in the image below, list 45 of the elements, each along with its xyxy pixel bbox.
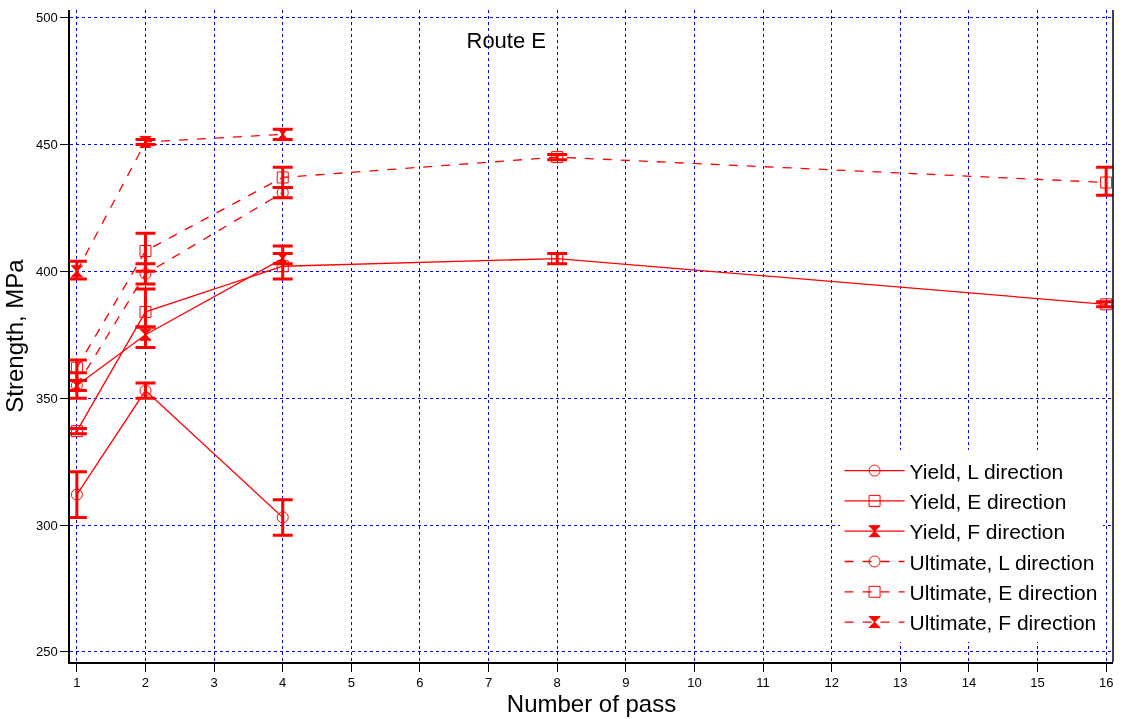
- y-tick-label: 400: [35, 263, 58, 279]
- text: Route E: [466, 27, 546, 53]
- legend-label: Yield, F direction: [909, 520, 1066, 544]
- point: [139, 328, 152, 341]
- x-tick-label: 2: [141, 675, 150, 691]
- point: [70, 265, 83, 278]
- x-tick-label: 10: [687, 675, 702, 691]
- x-tick-label: 9: [622, 675, 630, 691]
- x-tick-label: 13: [893, 675, 908, 691]
- point: [1100, 298, 1113, 311]
- legend-label: Ultimate, E direction: [909, 580, 1098, 604]
- point: [70, 488, 83, 501]
- point: [1100, 176, 1113, 189]
- point: [139, 305, 152, 318]
- y-tick-label: 300: [35, 517, 58, 533]
- x-tick-label: 16: [1098, 675, 1114, 691]
- point: [551, 151, 564, 164]
- legend-label: Yield, E direction: [909, 490, 1067, 514]
- point: [70, 425, 83, 438]
- x-tick-label: 1: [73, 675, 81, 691]
- legend-label: Ultimate, F direction: [909, 611, 1097, 635]
- y-tick-label: 350: [35, 390, 58, 406]
- x-tick-label: 11: [756, 675, 770, 691]
- legend-label: Yield, L direction: [909, 459, 1064, 483]
- y-tick-label: 500: [35, 10, 58, 26]
- x-tick-label: 5: [347, 675, 355, 691]
- point: [139, 245, 152, 258]
- point: [139, 267, 152, 280]
- y-tick-label: 250: [35, 644, 58, 660]
- x-tick-label: 15: [1030, 675, 1045, 691]
- x-tick-label: 4: [279, 675, 287, 691]
- y-tick-label: 450: [35, 137, 58, 153]
- point: [276, 511, 289, 524]
- point: [276, 171, 289, 184]
- x-tick-label: 3: [210, 675, 218, 691]
- x-tick-label: 7: [484, 675, 493, 691]
- x-tick-label: 8: [553, 675, 561, 691]
- x-tick-label: 14: [961, 675, 977, 691]
- x-tick-label: 12: [824, 675, 839, 691]
- point: [276, 260, 289, 273]
- x-tick-label: 6: [416, 675, 424, 691]
- y-axis-title: Strength, MPa: [0, 258, 28, 413]
- point: [139, 135, 152, 148]
- x-axis-title: Number of pass: [506, 690, 677, 718]
- legend-label: Ultimate, L direction: [909, 550, 1095, 574]
